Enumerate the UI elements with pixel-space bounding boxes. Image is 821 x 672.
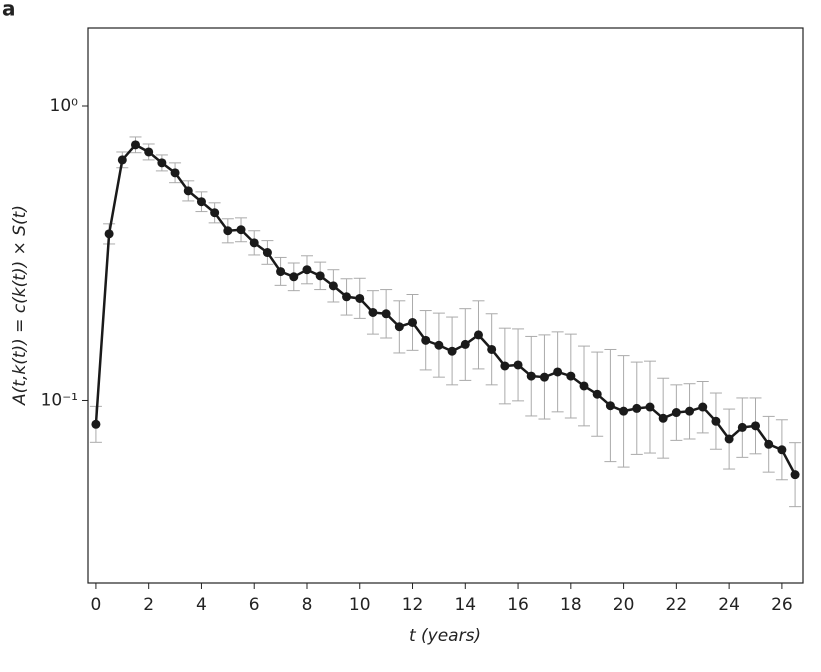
- data-line: [94, 143, 797, 476]
- data-point: [724, 434, 734, 444]
- data-point: [460, 339, 470, 349]
- data-point: [170, 168, 180, 178]
- x-tick-label: 12: [402, 595, 424, 615]
- data-point: [144, 147, 154, 157]
- x-tick-label: 6: [249, 595, 260, 615]
- data-point: [342, 292, 352, 302]
- data-point: [421, 335, 431, 345]
- data-point: [130, 140, 140, 150]
- data-point: [196, 197, 206, 207]
- x-tick-label: 0: [91, 595, 102, 615]
- data-point: [223, 226, 233, 236]
- x-tick-label: 2: [143, 595, 154, 615]
- data-point: [566, 371, 576, 381]
- x-tick-label: 20: [613, 595, 635, 615]
- data-point: [658, 413, 668, 423]
- y-axis-label: A(t,k(t)) = c(k(t)) × S(t): [10, 205, 30, 406]
- data-point: [262, 248, 272, 258]
- data-point: [619, 406, 629, 416]
- data-point: [685, 406, 695, 416]
- x-tick-label: 18: [560, 595, 582, 615]
- data-point: [671, 408, 681, 418]
- data-point: [157, 158, 167, 168]
- data-point: [553, 367, 563, 377]
- data-point: [500, 361, 510, 371]
- data-point: [473, 330, 483, 340]
- data-point: [764, 439, 774, 449]
- data-point: [605, 401, 615, 411]
- data-point: [408, 317, 418, 327]
- plot-frame: [87, 27, 804, 584]
- data-point: [210, 208, 220, 218]
- y-tick-label: 10⁰: [50, 96, 79, 116]
- data-point: [487, 344, 497, 354]
- data-point: [579, 381, 589, 391]
- data-point: [302, 265, 312, 275]
- y-tick-label: 10⁻¹: [41, 390, 78, 410]
- x-tick-label: 22: [666, 595, 688, 615]
- data-point: [289, 272, 299, 282]
- data-point: [526, 371, 536, 381]
- data-point: [777, 445, 787, 455]
- data-point: [737, 422, 747, 432]
- data-point: [236, 225, 246, 235]
- data-point: [539, 372, 549, 382]
- x-axis-label: t (years): [409, 626, 481, 646]
- data-point: [183, 186, 193, 196]
- x-tick-label: 10: [349, 595, 371, 615]
- data-point: [91, 419, 101, 429]
- data-point: [645, 402, 655, 412]
- data-point: [434, 340, 444, 350]
- data-point: [381, 309, 391, 319]
- x-tick-label: 14: [454, 595, 476, 615]
- data-point: [328, 281, 338, 291]
- data-point: [513, 360, 523, 370]
- x-tick-label: 8: [302, 595, 313, 615]
- panel-label: a: [2, 0, 16, 21]
- data-point: [368, 307, 378, 317]
- data-point: [790, 470, 800, 480]
- x-tick-label: 4: [196, 595, 207, 615]
- data-point: [711, 416, 721, 426]
- data-point: [104, 229, 114, 239]
- data-point: [249, 238, 259, 248]
- data-point: [632, 403, 642, 413]
- x-tick-label: 16: [507, 595, 529, 615]
- data-point: [355, 293, 365, 303]
- data-point: [698, 402, 708, 412]
- data-point: [394, 322, 404, 332]
- data-point: [447, 346, 457, 356]
- data-point: [592, 389, 602, 399]
- data-point: [315, 271, 325, 281]
- data-point: [276, 267, 286, 277]
- x-tick-label: 24: [718, 595, 740, 615]
- data-point: [117, 155, 127, 165]
- x-tick-label: 26: [771, 595, 793, 615]
- data-point: [751, 421, 761, 431]
